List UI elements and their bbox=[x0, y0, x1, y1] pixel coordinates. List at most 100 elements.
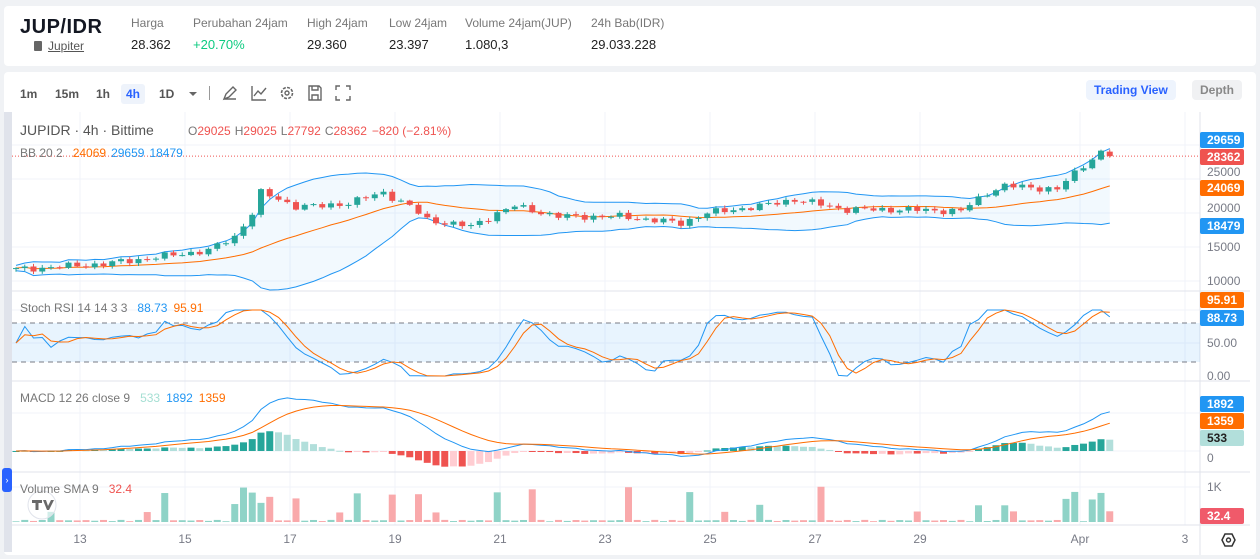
macd-histogram-bar bbox=[511, 451, 519, 454]
candle bbox=[1080, 168, 1087, 171]
macd-histogram-bar bbox=[327, 448, 335, 451]
expand-sidebar-button[interactable]: › bbox=[2, 468, 12, 492]
macd-histogram-bar bbox=[415, 451, 422, 461]
candle bbox=[730, 210, 737, 213]
candle bbox=[809, 199, 816, 202]
badge-bg bbox=[1200, 132, 1244, 148]
volume-bar bbox=[117, 519, 125, 522]
settings-hex-icon[interactable] bbox=[1221, 533, 1236, 547]
candle bbox=[546, 212, 553, 215]
macd-histogram-bar bbox=[948, 451, 956, 453]
price-badge-macd-hist: 533 bbox=[1200, 430, 1244, 446]
candle bbox=[249, 214, 256, 227]
candle bbox=[783, 199, 789, 205]
bb-legend: BB 20 2 24069 29659 18479 bbox=[20, 146, 183, 160]
volume-bar bbox=[240, 487, 247, 522]
tf-1h[interactable]: 1h bbox=[96, 87, 111, 101]
macd-histogram-bar bbox=[345, 451, 352, 453]
macd-histogram-bar bbox=[1027, 443, 1035, 451]
candle bbox=[205, 248, 212, 255]
macd-histogram-bar bbox=[590, 451, 597, 454]
volume-bar bbox=[878, 519, 886, 522]
volume-bar bbox=[555, 519, 562, 522]
candle bbox=[616, 212, 623, 217]
save-icon[interactable] bbox=[306, 84, 324, 102]
macd-histogram-bar bbox=[108, 449, 116, 451]
volume-bar bbox=[738, 520, 746, 522]
macd-histogram-bar bbox=[476, 451, 484, 464]
time-tick: Apr bbox=[1071, 532, 1090, 546]
candle bbox=[1036, 187, 1043, 192]
candle bbox=[695, 217, 702, 219]
tf-1m[interactable]: 1m bbox=[20, 87, 38, 101]
candle bbox=[818, 199, 824, 206]
macd-histogram-bar bbox=[581, 451, 589, 454]
asset-link[interactable]: Jupiter bbox=[34, 39, 84, 53]
candle bbox=[1106, 151, 1113, 157]
volume-bar bbox=[817, 486, 825, 522]
macd-histogram-bar bbox=[135, 448, 142, 451]
draw-pen-icon[interactable] bbox=[221, 84, 239, 102]
candle bbox=[678, 220, 684, 226]
volume-bar bbox=[283, 520, 291, 522]
volume-bar bbox=[537, 519, 545, 522]
volume-bar bbox=[476, 520, 484, 522]
candle bbox=[853, 207, 859, 213]
volume-bar bbox=[642, 521, 650, 522]
macd-histogram-bar bbox=[878, 451, 886, 454]
macd-histogram-bar bbox=[887, 451, 895, 455]
stoch-tick: 50.00 bbox=[1207, 336, 1237, 350]
stoch-k-line bbox=[15, 309, 1111, 377]
volume-bar bbox=[415, 494, 422, 522]
volume-bar bbox=[257, 502, 265, 522]
volume-bar bbox=[896, 520, 904, 522]
gear-icon[interactable] bbox=[278, 84, 296, 102]
candle bbox=[669, 218, 676, 221]
fullscreen-icon[interactable] bbox=[334, 84, 352, 102]
tf-1d[interactable]: 1D bbox=[159, 87, 175, 101]
candle bbox=[485, 220, 492, 222]
price-badge-last: 28362 bbox=[1200, 149, 1244, 165]
time-tick: 13 bbox=[73, 532, 87, 546]
badge-label: 1892 bbox=[1207, 397, 1234, 411]
candle bbox=[468, 225, 474, 227]
volume-bar bbox=[686, 492, 694, 522]
indicator-chart-icon[interactable] bbox=[250, 84, 268, 102]
candle bbox=[756, 203, 763, 211]
candle bbox=[345, 204, 352, 206]
candle bbox=[65, 262, 72, 268]
candle bbox=[879, 207, 886, 211]
volume-bar bbox=[651, 519, 659, 522]
chevron-down-icon[interactable] bbox=[185, 85, 203, 103]
volume-bar bbox=[336, 512, 344, 522]
macd-histogram-bar bbox=[467, 451, 475, 466]
tf-4h[interactable]: 4h bbox=[121, 84, 146, 104]
price-tick: 15000 bbox=[1207, 240, 1241, 254]
candle bbox=[1098, 150, 1104, 160]
macd-histogram-bar bbox=[922, 451, 930, 454]
time-tick: 23 bbox=[598, 532, 612, 546]
tf-15m[interactable]: 15m bbox=[55, 87, 80, 101]
macd-histogram-bar bbox=[493, 451, 501, 459]
badge-label: 533 bbox=[1207, 431, 1227, 445]
volume-bar bbox=[397, 520, 405, 522]
time-tick: 19 bbox=[388, 532, 402, 546]
volume-bar bbox=[1080, 521, 1087, 522]
macd-histogram-bar bbox=[502, 451, 510, 456]
candle bbox=[581, 214, 588, 220]
volume-bar bbox=[310, 519, 317, 522]
candle bbox=[861, 207, 868, 209]
volume-bar bbox=[458, 519, 466, 522]
candle bbox=[686, 218, 693, 226]
macd-histogram-bar bbox=[835, 451, 842, 452]
macd-histogram-bar bbox=[388, 451, 396, 454]
candle bbox=[791, 199, 798, 202]
depth-button[interactable]: Depth bbox=[1192, 80, 1242, 100]
time-tick: 27 bbox=[808, 532, 822, 546]
volume-bar bbox=[861, 519, 869, 522]
badge-bg bbox=[1200, 149, 1244, 165]
trading-view-button[interactable]: Trading View bbox=[1086, 80, 1176, 100]
volume-bar bbox=[1010, 511, 1017, 522]
candle bbox=[503, 209, 509, 213]
